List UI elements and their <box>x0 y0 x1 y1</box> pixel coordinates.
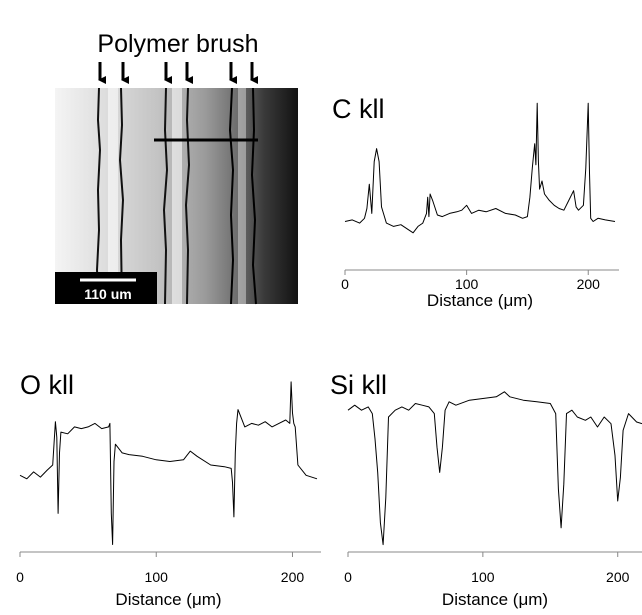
o-kll-x-axis-label: Distance (μm) <box>115 590 221 609</box>
si-kll-x-tick-label: 0 <box>344 569 352 585</box>
si-kll-x-tick-label: 200 <box>606 569 630 585</box>
micrograph-brush-lines <box>95 87 257 305</box>
si-kll-title: Si kll <box>330 370 387 400</box>
si-kll-x-axis-label: Distance (μm) <box>442 590 548 609</box>
o-kll-title: O kll <box>20 370 74 400</box>
o-kll-x-tick-label: 200 <box>281 569 305 585</box>
micrograph-arrows <box>98 62 258 84</box>
o-kll-series-line <box>19 381 318 545</box>
micrograph-title: Polymer brush <box>97 30 258 58</box>
c-kll-x-tick-label: 200 <box>577 276 601 292</box>
micrograph-panel: Polymer brush 110 um <box>55 30 298 305</box>
c-kll-title: C kll <box>332 94 385 124</box>
c-kll-x-axis-label: Distance (μm) <box>427 291 533 310</box>
o-kll-x-tick-label: 0 <box>16 569 24 585</box>
si-kll-x-tick-label: 100 <box>471 569 495 585</box>
o-kll-x-tick-label: 100 <box>145 569 169 585</box>
c-kll-x-tick-label: 100 <box>455 276 479 292</box>
chart-si-kll: Si kll 0 100 200 Distance (μm) <box>330 370 642 609</box>
si-kll-series-line <box>347 391 642 546</box>
scale-bar-label: 110 um <box>84 286 131 302</box>
c-kll-series-line <box>344 102 616 234</box>
c-kll-x-tick-label: 0 <box>341 276 349 292</box>
chart-c-kll: C kll 0 100 200 Distance (μm) <box>332 94 619 310</box>
scale-bar-box <box>55 272 157 304</box>
micrograph-bright-bands <box>108 88 246 304</box>
chart-o-kll: O kll 0 100 200 Distance (μm) <box>16 370 321 609</box>
